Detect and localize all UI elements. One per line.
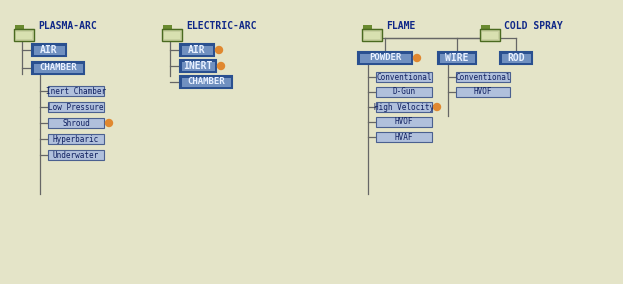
FancyBboxPatch shape xyxy=(34,64,82,72)
Text: Conventional: Conventional xyxy=(455,72,511,82)
FancyBboxPatch shape xyxy=(438,52,476,64)
Circle shape xyxy=(105,120,113,126)
FancyBboxPatch shape xyxy=(456,87,510,97)
Text: HVOF: HVOF xyxy=(473,87,492,97)
FancyBboxPatch shape xyxy=(164,32,180,39)
Text: Low Pressure: Low Pressure xyxy=(48,103,104,112)
FancyBboxPatch shape xyxy=(482,32,498,39)
Text: HVOF: HVOF xyxy=(395,118,413,126)
FancyBboxPatch shape xyxy=(481,25,490,29)
FancyBboxPatch shape xyxy=(48,102,104,112)
Text: ELECTRIC-ARC: ELECTRIC-ARC xyxy=(186,21,257,31)
FancyBboxPatch shape xyxy=(456,72,510,82)
FancyBboxPatch shape xyxy=(48,150,104,160)
FancyBboxPatch shape xyxy=(500,52,532,64)
FancyBboxPatch shape xyxy=(181,78,231,87)
FancyBboxPatch shape xyxy=(376,132,432,142)
FancyBboxPatch shape xyxy=(162,29,182,41)
Text: Shroud: Shroud xyxy=(62,118,90,128)
Text: POWDER: POWDER xyxy=(369,53,401,62)
Text: Underwater: Underwater xyxy=(53,151,99,160)
FancyBboxPatch shape xyxy=(181,62,214,70)
FancyBboxPatch shape xyxy=(180,60,216,72)
Circle shape xyxy=(414,55,421,62)
Text: CHAMBER: CHAMBER xyxy=(187,78,225,87)
FancyBboxPatch shape xyxy=(48,134,104,144)
Circle shape xyxy=(216,47,222,53)
Text: D-Gun: D-Gun xyxy=(392,87,416,97)
FancyBboxPatch shape xyxy=(364,32,380,39)
FancyBboxPatch shape xyxy=(181,45,212,55)
FancyBboxPatch shape xyxy=(32,44,66,56)
FancyBboxPatch shape xyxy=(359,53,411,62)
Text: COLD SPRAY: COLD SPRAY xyxy=(504,21,563,31)
FancyBboxPatch shape xyxy=(48,86,104,96)
FancyBboxPatch shape xyxy=(502,53,531,62)
Circle shape xyxy=(217,62,224,70)
Text: FLAME: FLAME xyxy=(386,21,416,31)
FancyBboxPatch shape xyxy=(34,45,65,55)
FancyBboxPatch shape xyxy=(358,52,412,64)
Text: AIR: AIR xyxy=(40,45,58,55)
FancyBboxPatch shape xyxy=(376,102,432,112)
Text: CHAMBER: CHAMBER xyxy=(39,64,77,72)
FancyBboxPatch shape xyxy=(32,62,84,74)
Text: Conventional: Conventional xyxy=(376,72,432,82)
Text: AIR: AIR xyxy=(188,45,206,55)
FancyBboxPatch shape xyxy=(15,25,24,29)
Text: HVAF: HVAF xyxy=(395,133,413,141)
FancyBboxPatch shape xyxy=(376,117,432,127)
FancyBboxPatch shape xyxy=(16,32,32,39)
Circle shape xyxy=(434,103,440,110)
Text: Hyperbaric: Hyperbaric xyxy=(53,135,99,143)
Text: High Velocity: High Velocity xyxy=(374,103,434,112)
Text: PLASMA-ARC: PLASMA-ARC xyxy=(38,21,97,31)
FancyBboxPatch shape xyxy=(376,87,432,97)
Text: Inert Chamber: Inert Chamber xyxy=(46,87,106,95)
FancyBboxPatch shape xyxy=(376,72,432,82)
FancyBboxPatch shape xyxy=(180,44,214,56)
FancyBboxPatch shape xyxy=(48,118,104,128)
FancyBboxPatch shape xyxy=(362,29,382,41)
FancyBboxPatch shape xyxy=(14,29,34,41)
FancyBboxPatch shape xyxy=(163,25,172,29)
Text: ROD: ROD xyxy=(507,53,525,63)
FancyBboxPatch shape xyxy=(439,53,475,62)
FancyBboxPatch shape xyxy=(180,76,232,88)
FancyBboxPatch shape xyxy=(363,25,372,29)
Text: INERT: INERT xyxy=(183,61,212,71)
Text: WIRE: WIRE xyxy=(445,53,468,63)
FancyBboxPatch shape xyxy=(480,29,500,41)
